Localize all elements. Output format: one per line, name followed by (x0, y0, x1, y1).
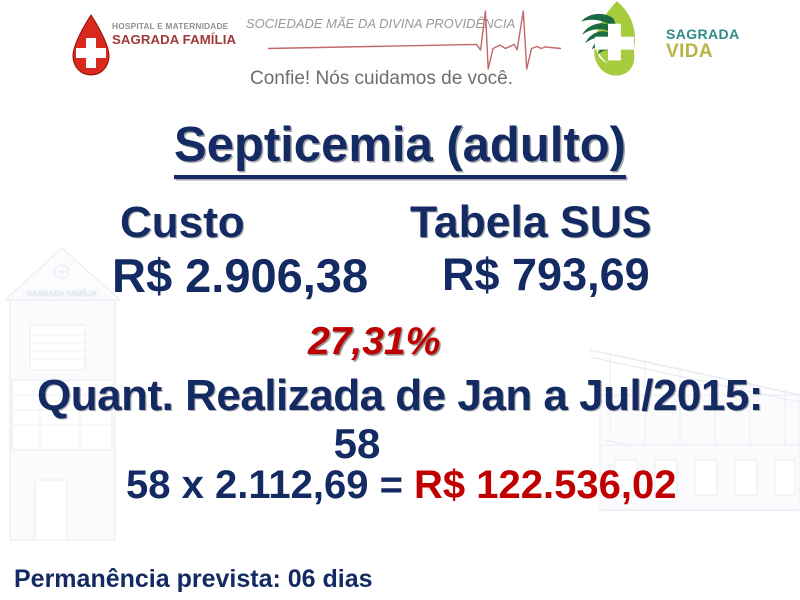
svg-text:SAGRADA FAMÍLIA: SAGRADA FAMÍLIA (27, 289, 97, 298)
